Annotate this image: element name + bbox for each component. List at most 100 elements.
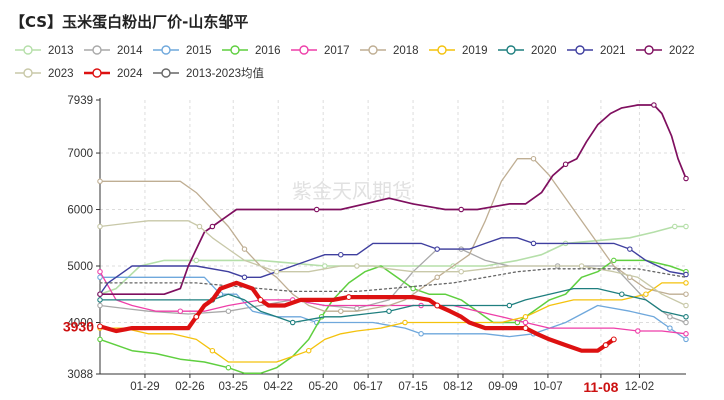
y-tick-label: 4000 — [67, 317, 93, 329]
series-point — [97, 178, 103, 185]
legend-swatch-marker — [23, 45, 33, 55]
legend-item[interactable]: 2014 — [84, 45, 143, 57]
series-point — [434, 274, 440, 281]
y-tick-label: 7939 — [67, 95, 93, 107]
legend-swatch-marker — [506, 45, 516, 55]
x-tick-label: 06-17 — [353, 381, 382, 393]
series-point — [225, 308, 232, 314]
series-point — [410, 285, 416, 292]
series-point — [602, 342, 609, 349]
legend-label: 2017 — [324, 45, 350, 57]
tick-labels: 7939 7000 6000 5000 4000 3088 01-29 02-26 03-25 0… — [63, 95, 654, 395]
series-2020 — [97, 287, 689, 326]
legend[interactable]: 2013 2014 2015 2016 2017 2018 2019 2020 2021 2022… — [15, 45, 695, 80]
series-2021 — [97, 237, 689, 297]
series-point — [402, 319, 408, 326]
series-point — [177, 308, 184, 314]
grid — [100, 100, 686, 374]
legend-item[interactable]: 2013-2023均值 — [153, 67, 264, 80]
series-point — [643, 291, 649, 297]
series-point — [530, 155, 537, 162]
series-point — [209, 347, 216, 354]
series-point — [97, 274, 103, 281]
series-line — [97, 280, 616, 353]
legend-swatch-marker — [575, 45, 585, 55]
series-point — [97, 297, 103, 303]
legend-label: 2013 — [48, 45, 74, 57]
series-point — [225, 364, 232, 371]
series-point — [458, 206, 464, 213]
y-tick-label: 7000 — [67, 148, 93, 160]
series-line — [99, 271, 687, 335]
legend-item[interactable]: 2021 — [567, 45, 626, 57]
series-point — [683, 331, 689, 337]
series-point — [619, 291, 625, 297]
series-point — [506, 302, 513, 309]
series-point — [193, 313, 200, 320]
legend-swatch-marker — [92, 45, 102, 55]
legend-swatch-marker — [230, 45, 240, 55]
series-point — [418, 331, 424, 337]
series-point — [610, 336, 617, 343]
chart-title: 【CS】玉米蛋白粉出厂价-山东邹平 — [10, 13, 248, 31]
legend-item[interactable]: 2022 — [636, 45, 695, 57]
series-group — [97, 102, 689, 375]
x-tick-label: 05-20 — [308, 381, 337, 393]
series-2018 — [97, 155, 689, 314]
legend-item[interactable]: 2024 — [84, 68, 143, 80]
x-tick-label: 08-12 — [443, 381, 472, 393]
series-line — [99, 104, 687, 296]
series-line — [99, 225, 687, 295]
series-point — [193, 257, 200, 264]
legend-swatch-marker — [92, 68, 102, 78]
legend-label: 2015 — [186, 45, 212, 57]
series-point — [434, 302, 441, 309]
series-point — [522, 325, 529, 332]
legend-item[interactable]: 2017 — [291, 45, 350, 57]
legend-item[interactable]: 2013 — [15, 45, 74, 57]
series-point — [683, 302, 689, 309]
series-point — [635, 328, 641, 334]
legend-item[interactable]: 2018 — [360, 45, 419, 57]
series-point — [322, 263, 328, 269]
series-point — [683, 271, 689, 278]
series-point — [97, 291, 103, 297]
series-point — [338, 251, 344, 258]
series-line — [99, 158, 687, 312]
series-point — [97, 223, 103, 230]
series-point — [354, 263, 360, 269]
series-point — [241, 274, 248, 281]
series-2016 — [97, 257, 689, 375]
series-point — [97, 323, 103, 330]
series-line — [99, 237, 687, 295]
legend-item[interactable]: 2023 — [15, 68, 74, 80]
series-point — [522, 319, 529, 326]
legend-swatch-marker — [161, 45, 171, 55]
legend-item[interactable]: 2020 — [498, 45, 557, 57]
y-tick-label: 3088 — [67, 369, 93, 381]
x-tick-label: 01-29 — [130, 381, 159, 393]
series-point — [305, 347, 312, 354]
x-tick-label: 09-09 — [488, 381, 517, 393]
legend-label: 2020 — [531, 45, 557, 57]
series-point — [458, 268, 464, 275]
legend-item[interactable]: 2019 — [429, 45, 488, 57]
series-point — [578, 263, 585, 269]
x-tick-label: 10-07 — [533, 381, 562, 393]
legend-label: 2013-2023均值 — [186, 67, 264, 80]
series-point — [97, 336, 103, 343]
legend-item[interactable]: 2016 — [222, 45, 281, 57]
series-line — [99, 282, 687, 363]
series-line — [99, 248, 687, 324]
legend-label: 2021 — [600, 45, 626, 57]
x-tick-label: 04-22 — [263, 381, 292, 393]
legend-item[interactable]: 2015 — [153, 45, 212, 57]
series-point — [97, 302, 103, 309]
series-line — [99, 220, 687, 307]
legend-label: 2022 — [669, 45, 695, 57]
series-point — [683, 280, 689, 286]
series-point — [354, 305, 360, 312]
series-2019 — [97, 280, 689, 363]
legend-label: 2014 — [117, 45, 143, 57]
